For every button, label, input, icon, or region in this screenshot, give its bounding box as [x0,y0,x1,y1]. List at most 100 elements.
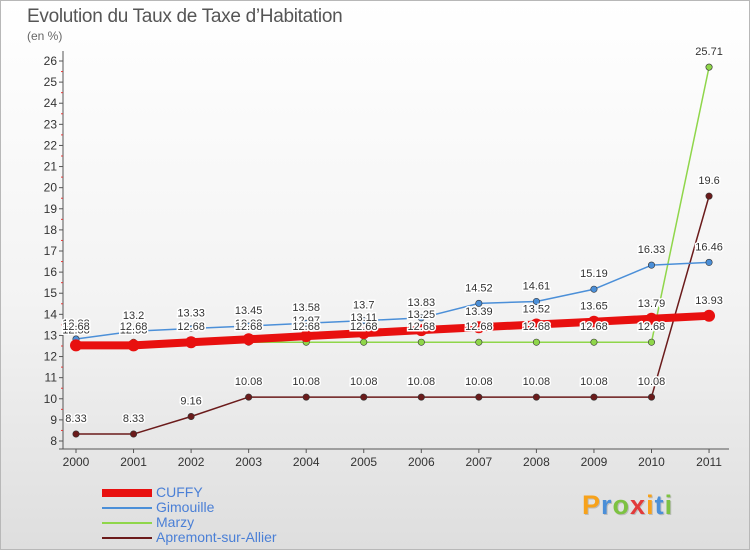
data-label: 13.83 [408,297,436,309]
data-label: 12.68 [292,321,320,333]
data-label: 25.71 [695,46,723,58]
x-tick-label: 2009 [581,455,608,469]
data-label: 12.68 [580,321,608,333]
logo-letter: o [612,490,631,520]
y-tick-label: 17 [44,244,58,258]
data-point [530,318,543,331]
legend-swatch [102,537,152,539]
data-point [302,393,310,401]
data-point [72,430,80,438]
data-label: 12.68 [465,321,493,333]
data-point [302,319,310,327]
logo-letter: t [654,490,665,520]
x-tick-label: 2004 [293,455,320,469]
data-point [242,333,255,346]
data-point [187,413,195,421]
data-point [417,338,425,346]
data-label: 12.83 [62,318,90,330]
x-tick-label: 2003 [235,455,262,469]
data-point [417,393,425,401]
data-point [647,338,655,346]
data-point [360,338,368,346]
data-label: 10.08 [350,376,378,388]
y-tick-label: 16 [44,265,58,279]
data-point [360,317,368,325]
data-label: 10.08 [638,376,666,388]
data-label: 16.46 [695,241,723,253]
x-tick-label: 2002 [178,455,205,469]
data-point [590,285,598,293]
logo-letter: i [664,490,674,520]
data-label: 8.33 [123,413,144,425]
data-point [415,324,428,337]
series-line-apremont-sur-allier [75,195,710,435]
logo-letter: x [630,490,647,520]
data-point [587,315,600,328]
y-tick-label: 25 [44,75,58,89]
data-label: 13.93 [695,295,723,307]
y-tick-label: 19 [44,202,58,216]
y-tick-label: 8 [50,434,57,448]
data-label: 9.16 [180,396,201,408]
data-label: 12.97 [292,315,320,327]
data-point [645,312,658,325]
data-label: 10.08 [408,376,436,388]
x-tick-label: 2010 [638,455,665,469]
x-tick-label: 2008 [523,455,550,469]
data-label: 13.79 [638,298,666,310]
y-tick-label: 15 [44,286,58,300]
data-point [472,321,485,334]
data-label: 19.6 [698,175,719,187]
data-point [130,430,138,438]
data-point [245,322,253,330]
y-tick-label: 22 [44,138,58,152]
logo-letter: r [601,490,613,520]
data-point [532,393,540,401]
x-tick-label: 2001 [120,455,147,469]
data-label: 10.08 [235,376,263,388]
data-point [532,297,540,305]
chart-title: Evolution du Taux de Taxe d’Habitation [27,6,343,27]
y-tick-label: 10 [44,392,58,406]
data-label: 12.53 [62,324,90,336]
data-label: 14.52 [465,282,493,294]
data-label: 13.25 [408,309,436,321]
data-point [703,309,716,322]
y-tick-label: 20 [44,181,58,195]
x-tick-label: 2011 [696,455,722,469]
data-label: 10.08 [292,376,320,388]
data-point [532,338,540,346]
data-point [590,338,598,346]
data-label: 12.68 [177,321,205,333]
y-tick-label: 24 [44,96,58,110]
x-tick-label: 2007 [465,455,492,469]
y-tick-label: 11 [45,371,58,385]
data-label: 13.39 [465,306,493,318]
y-tick-label: 14 [44,307,58,321]
data-point [647,393,655,401]
legend-swatch [102,507,152,509]
series-line-marzy [75,66,710,343]
data-point [705,258,713,266]
legend-label: CUFFY [156,484,203,500]
data-point [475,338,483,346]
data-label: 10.08 [465,376,493,388]
data-label: 12.68 [350,321,378,333]
legend-label: Gimouille [156,499,215,515]
data-label: 13.52 [523,303,551,315]
y-tick-label: 23 [44,117,58,131]
data-label: 14.61 [523,280,551,292]
data-label: 13.11 [350,312,377,324]
legend-label: Apremont-sur-Allier [156,529,277,545]
data-point [647,261,655,269]
data-label: 13.58 [292,302,320,314]
proxiti-logo: Proxiti [582,490,673,521]
y-tick-label: 21 [44,160,58,174]
data-point [360,393,368,401]
logo-letter: P [582,490,602,520]
data-label: 13.65 [580,301,608,313]
data-point [705,192,713,200]
data-label: 16.33 [638,244,666,256]
data-label: 12.68 [120,321,148,333]
